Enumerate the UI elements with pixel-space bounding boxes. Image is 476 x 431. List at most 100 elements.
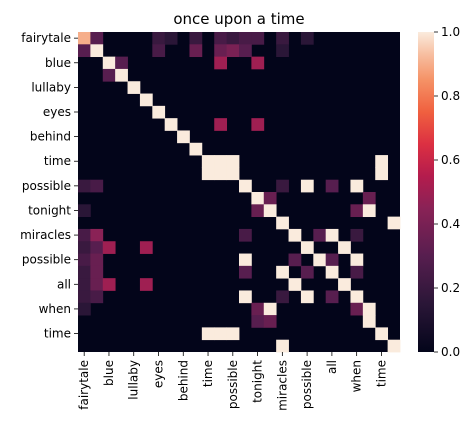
- heatmap-cell: [214, 167, 228, 181]
- heatmap-cell: [164, 32, 178, 45]
- colorbar-tick-label: 0.4: [441, 217, 460, 231]
- heatmap-cell: [350, 265, 364, 279]
- heatmap-cell: [300, 241, 314, 254]
- colorbar-tick-label: 0.8: [441, 89, 460, 103]
- heatmap-cell: [102, 241, 116, 254]
- heatmap-cell: [300, 179, 314, 193]
- y-tick-label: possible: [22, 179, 71, 193]
- y-tick-label: miracles: [20, 228, 71, 242]
- heatmap-cell: [288, 228, 302, 242]
- heatmap-cell: [375, 167, 389, 181]
- heatmap-cell: [251, 315, 265, 328]
- heatmap-cell: [139, 241, 153, 254]
- heatmap-cell: [239, 253, 252, 267]
- chart-title: once upon a time: [173, 10, 304, 28]
- y-tick-label: possible: [22, 253, 71, 267]
- heatmap-cell: [276, 290, 289, 304]
- heatmap-cell: [90, 278, 104, 291]
- heatmap-cell: [350, 253, 364, 267]
- y-tick-label: tonight: [28, 203, 71, 217]
- heatmap-cell: [214, 118, 228, 131]
- heatmap-cell: [152, 44, 166, 58]
- heatmap-cell: [362, 192, 376, 205]
- heatmap-cell: [90, 290, 104, 304]
- heatmap-cell: [276, 265, 289, 279]
- colorbar-tick-label: 0.6: [441, 153, 460, 167]
- heatmap-cell: [214, 56, 228, 70]
- heatmap-cell: [78, 204, 91, 218]
- heatmap-cell: [177, 130, 190, 144]
- heatmap-cell: [115, 56, 128, 70]
- x-tick-label: time: [201, 360, 215, 387]
- heatmap-cell: [78, 253, 91, 267]
- heatmap-cell: [152, 32, 166, 45]
- heatmap-cell: [139, 278, 153, 291]
- heatmap-cell: [226, 32, 240, 45]
- heatmap-cell: [263, 302, 277, 316]
- heatmap-cell: [338, 241, 351, 254]
- heatmap-cell: [325, 265, 339, 279]
- heatmap-cell: [189, 32, 203, 45]
- heatmap-cell: [90, 44, 104, 58]
- heatmap-cell: [239, 179, 252, 193]
- y-tick-label: all: [57, 277, 71, 291]
- heatmap-cell: [78, 302, 91, 316]
- heatmap-cell: [90, 241, 104, 254]
- y-tick-label: blue: [45, 56, 71, 70]
- heatmap-cell: [288, 278, 302, 291]
- heatmap-cell: [164, 118, 178, 131]
- heatmap-cell: [102, 68, 116, 82]
- heatmap-cell: [214, 155, 228, 168]
- heatmap-cell: [276, 179, 289, 193]
- heatmap-cell: [276, 32, 289, 45]
- heatmap-cell: [251, 56, 265, 70]
- colorbar-gradient: [418, 32, 434, 352]
- x-tick-label: possible: [226, 360, 240, 409]
- heatmap-cell: [350, 290, 364, 304]
- heatmap-cell: [387, 216, 401, 230]
- heatmap-cell: [350, 204, 364, 218]
- heatmap-cell: [263, 204, 277, 218]
- heatmap-cell: [251, 192, 265, 205]
- heatmap-cell: [239, 32, 252, 45]
- x-tick-label: when: [350, 360, 364, 392]
- heatmap-cell: [189, 142, 203, 156]
- x-tick-label: behind: [176, 360, 190, 401]
- heatmap-cell: [263, 315, 277, 328]
- heatmap-cell: [251, 204, 265, 218]
- colorbar-tick-label: 0.2: [441, 281, 460, 295]
- x-tick-label: time: [374, 360, 388, 387]
- heatmap-cell: [78, 290, 91, 304]
- heatmap-cell: [201, 327, 215, 341]
- heatmap-cell: [127, 81, 141, 94]
- heatmap-cell: [239, 228, 252, 242]
- heatmap-cell: [276, 339, 289, 353]
- colorbar-tick-label: 1.0: [441, 25, 460, 39]
- heatmap-cell: [90, 32, 104, 45]
- heatmap-cell: [90, 265, 104, 279]
- heatmap-cell: [251, 302, 265, 316]
- heatmap-cell: [78, 265, 91, 279]
- heatmap-cell: [300, 265, 314, 279]
- heatmap-cell: [78, 228, 91, 242]
- heatmap-cell: [300, 32, 314, 45]
- heatmap-cell: [78, 179, 91, 193]
- heatmap-cell: [325, 253, 339, 267]
- heatmap-cell: [201, 167, 215, 181]
- heatmap-plot-area: [78, 32, 401, 353]
- y-tick-label: fairytale: [21, 31, 71, 45]
- y-tick-label: behind: [30, 130, 71, 144]
- heatmap-cell: [102, 56, 116, 70]
- heatmap-cell: [78, 278, 91, 291]
- x-tick-label: eyes: [152, 360, 166, 388]
- heatmap-cell: [338, 278, 351, 291]
- heatmap-cell: [239, 44, 252, 58]
- heatmap-cell: [214, 32, 228, 45]
- heatmap-cell: [325, 228, 339, 242]
- heatmap-cell: [276, 216, 289, 230]
- heatmap-cell: [350, 302, 364, 316]
- heatmap-cell: [288, 253, 302, 267]
- heatmap-cell: [325, 179, 339, 193]
- heatmap-cell: [78, 32, 91, 45]
- x-tick-label: all: [325, 360, 339, 374]
